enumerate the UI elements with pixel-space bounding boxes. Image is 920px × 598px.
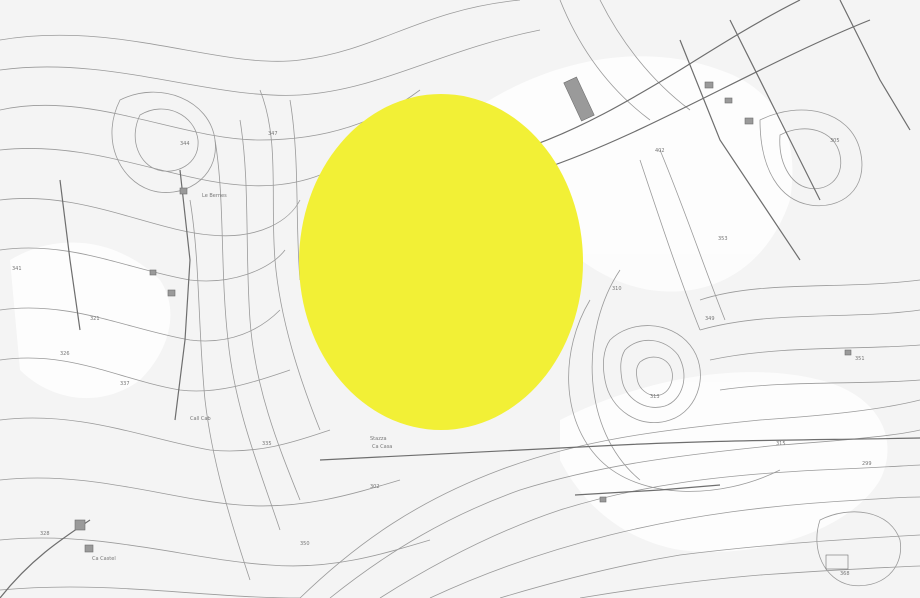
spot-height: 350: [300, 541, 310, 547]
spot-height: 328: [40, 531, 50, 537]
place-label: Ca Castel: [92, 556, 116, 562]
place-label: Ca Casa: [372, 444, 392, 450]
spot-height: 402: [655, 148, 665, 154]
place-label: Stazza: [370, 436, 387, 442]
spot-height: 315: [776, 441, 786, 447]
spot-height: 321: [90, 316, 100, 322]
spot-height: 337: [120, 381, 130, 387]
spot-height-labels: 344 326 350 313 305 402 353 368 347 321 …: [12, 131, 872, 577]
spot-height: 326: [60, 351, 70, 357]
spot-height: 347: [268, 131, 278, 137]
spot-height: 335: [262, 441, 272, 447]
spot-height: 305: [830, 138, 840, 144]
place-name-labels: Le Bernes Call Cab Ca Castel Stazza Ca C…: [92, 193, 392, 562]
spot-height: 349: [705, 316, 715, 322]
terrain-shading: [10, 56, 888, 552]
buildings: [74, 76, 852, 570]
place-label: Le Bernes: [202, 193, 227, 199]
spot-height: 368: [840, 571, 850, 577]
spot-height: 353: [718, 236, 728, 242]
place-label: Call Cab: [190, 416, 211, 422]
highlighted-area[interactable]: [299, 94, 583, 430]
spot-height: 302: [370, 484, 380, 490]
spot-height: 344: [180, 141, 190, 147]
spot-height: 313: [650, 394, 660, 400]
spot-height: 310: [612, 286, 622, 292]
spot-height: 341: [12, 266, 22, 272]
spot-height: 351: [855, 356, 865, 362]
spot-height: 299: [862, 461, 872, 467]
